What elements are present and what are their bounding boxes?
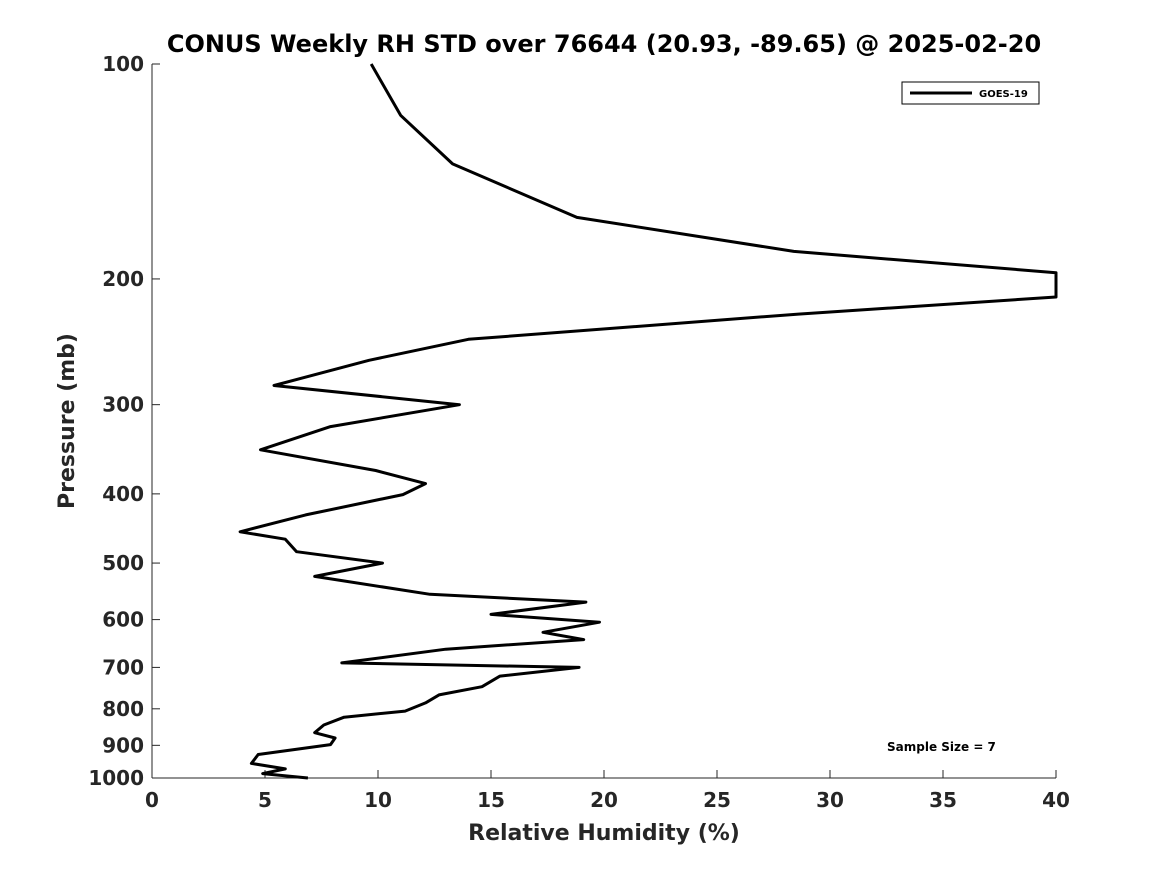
y-tick-label: 400 <box>102 482 144 506</box>
x-tick-label: 10 <box>364 788 392 812</box>
x-tick-label: 25 <box>703 788 731 812</box>
sample-size-annotation: Sample Size = 7 <box>887 740 996 754</box>
y-axis-label: Pressure (mb) <box>55 333 80 509</box>
y-tick-label: 900 <box>102 733 144 757</box>
x-tick-label: 0 <box>145 788 159 812</box>
y-tick-label: 200 <box>102 267 144 291</box>
x-axis-ticks: 0 5 10 15 20 25 30 35 40 <box>145 770 1070 812</box>
x-tick-label: 20 <box>590 788 618 812</box>
y-tick-label: 600 <box>102 608 144 632</box>
legend: GOES-19 <box>901 81 1040 105</box>
x-tick-label: 15 <box>477 788 505 812</box>
y-tick-label: 500 <box>102 551 144 575</box>
y-tick-label: 1000 <box>88 766 144 790</box>
x-tick-label: 30 <box>816 788 844 812</box>
x-tick-label: 40 <box>1042 788 1070 812</box>
y-axis-ticks: 100 200 300 400 500 600 700 800 900 1000 <box>88 52 160 790</box>
x-axis-label: Relative Humidity (%) <box>468 821 740 846</box>
y-tick-label: 800 <box>102 697 144 721</box>
y-tick-label: 700 <box>102 655 144 679</box>
chart-title: CONUS Weekly RH STD over 76644 (20.93, -… <box>167 30 1041 58</box>
y-tick-label: 100 <box>102 52 144 76</box>
legend-label-goes-19: GOES-19 <box>979 89 1028 100</box>
x-tick-label: 35 <box>929 788 957 812</box>
y-tick-label: 300 <box>102 393 144 417</box>
plot-area <box>152 64 1056 778</box>
x-tick-label: 5 <box>258 788 272 812</box>
series-line-goes-19 <box>238 63 1058 780</box>
